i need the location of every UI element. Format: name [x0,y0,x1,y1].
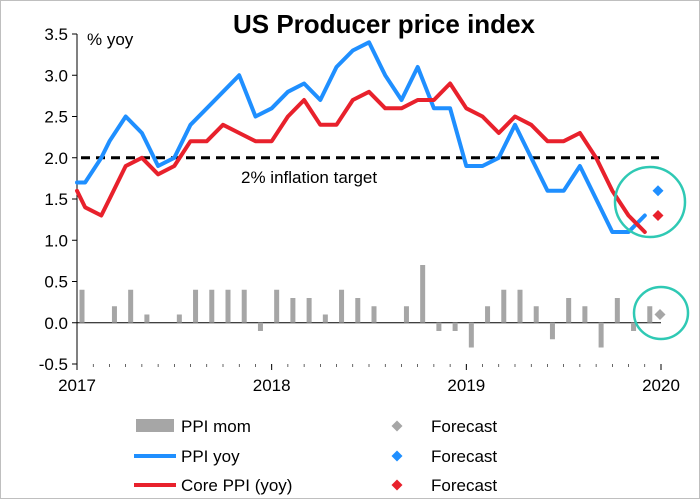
y-tick-label: 3.0 [44,66,68,85]
y-tick-label: 0.0 [44,314,68,333]
ppi-mom-bar [598,322,604,348]
ppi-mom-bar [647,306,653,323]
x-tick-label: 2018 [253,376,291,395]
ppi-mom-bar [290,298,296,323]
y-tick-label: 3.5 [44,25,68,44]
ppi-mom-bar [111,306,117,323]
x-tick-label: 2019 [447,376,485,395]
ppi-mom-bar [468,322,474,348]
ppi-mom-bars [79,265,653,348]
core-ppi-forecast-marker [652,210,664,221]
y-tick-label: 1.5 [44,190,68,209]
ppi-mom-bar [193,289,199,323]
ppi-mom-bar [241,289,247,323]
legend: PPI mom Forecast PPI yoy Forecast Core PPI (… [134,417,497,495]
y-tick-label: -0.5 [39,355,68,374]
mom-forecast-highlight-circle [632,285,690,341]
core-ppi-yoy-line [75,81,647,234]
ppi-mom-bar [452,322,458,331]
ppi-mom-bar [79,289,85,323]
legend-forecast-marker [391,420,403,432]
ppi-mom-bar [322,314,328,323]
ppi-mom-bar [436,322,442,331]
ppi-mom-bar [533,306,539,323]
ppi-mom-bar [355,298,361,323]
legend-forecast-marker [391,450,403,462]
chart-title: US Producer price index [233,9,536,39]
ppi-mom-bar [485,306,491,323]
legend-forecast-marker [391,479,403,491]
axes: 3.5 3.0 2.5 2.0 1.5 1.0 0.5 0.0 -0.5 2017 2018 2019… [39,25,680,395]
ppi-mom-bar [274,289,280,323]
legend-label: Core PPI (yoy) [181,476,292,495]
ppi-mom-bar [209,289,215,323]
y-tick-label: 2.5 [44,108,68,127]
legend-label: PPI mom [181,417,251,436]
inflation-target-label: 2% inflation target [241,168,377,187]
ppi-yoy-line [75,40,647,234]
ppi-mom-bar [566,298,572,323]
legend-forecast-label: Forecast [431,447,497,466]
ppi-mom-bar [128,289,134,323]
ppi-mom-bar [614,298,620,323]
x-tick-label: 2020 [642,376,680,395]
ppi-mom-bar [420,265,426,323]
yoy-lines [75,40,647,234]
forecast-markers [613,165,690,341]
y-tick-label: 0.5 [44,273,68,292]
ppi-mom-bar [549,322,555,340]
ppi-mom-bar [517,289,523,323]
ppi-mom-bar [306,298,312,323]
y-tick-label: 2.0 [44,149,68,168]
y-unit-label: % yoy [87,30,134,49]
legend-forecast-label: Forecast [431,417,497,436]
ppi-mom-bar [501,289,507,323]
yoy-forecast-highlight-circle [613,165,687,239]
ppi-mom-bar [339,289,345,323]
ppi-mom-bar [582,306,588,323]
legend-label: PPI yoy [181,447,240,466]
legend-bar-swatch [136,419,174,432]
ppi-mom-forecast-marker [654,309,666,320]
ppi-mom-bar [371,306,377,323]
legend-forecast-label: Forecast [431,476,497,495]
ppi-mom-bar [144,314,150,323]
ppi-mom-bar [225,289,231,323]
ppi-yoy-forecast-marker [652,185,664,197]
ppi-mom-bar [257,322,263,331]
ppi-mom-bar [631,322,637,331]
y-tick-label: 1.0 [44,231,68,250]
ppi-mom-bar [403,306,409,323]
ppi-mom-bar [176,314,182,323]
x-tick-label: 2017 [58,376,96,395]
